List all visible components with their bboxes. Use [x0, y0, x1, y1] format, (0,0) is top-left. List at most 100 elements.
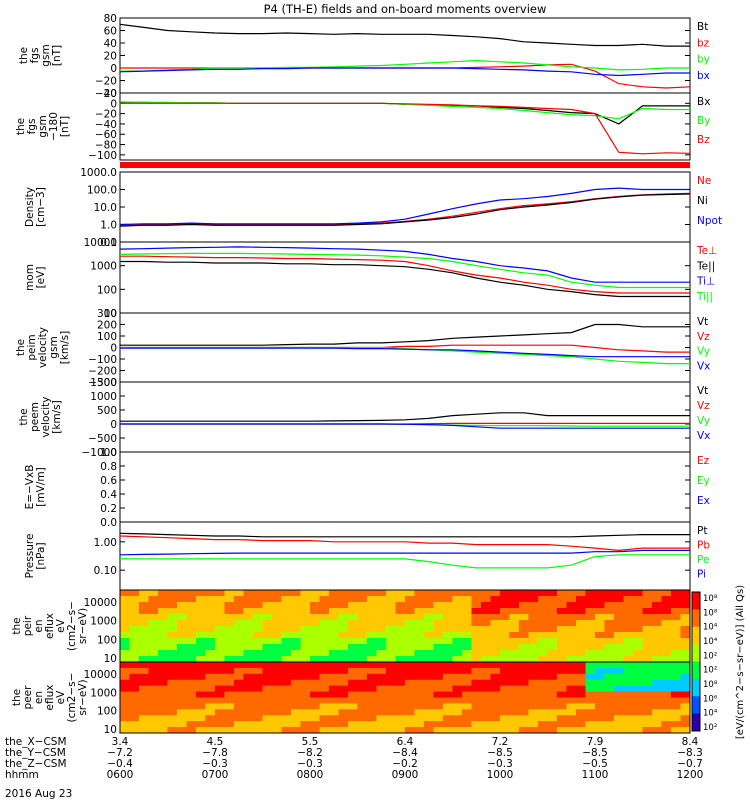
spectrogram-cell	[310, 638, 320, 645]
spectrogram-cell	[177, 656, 187, 663]
y-tick-label: 100.0	[87, 185, 117, 197]
spectrogram-cell	[367, 691, 377, 698]
spectrogram-cell	[186, 715, 197, 722]
spectrogram-cell	[291, 662, 301, 669]
spectrogram-cell	[566, 632, 577, 639]
spectrogram-cell	[547, 685, 558, 693]
spectrogram-cell	[167, 596, 178, 603]
spectrogram-cell	[452, 638, 463, 645]
spectrogram-cell	[471, 727, 482, 734]
spectrogram-cell	[528, 667, 539, 675]
spectrogram-cell	[462, 620, 472, 627]
spectrogram-cell	[414, 715, 425, 722]
spectrogram-cell	[186, 667, 197, 675]
spectrogram-cell	[329, 590, 339, 597]
legend-Ti⊥: Ti⊥	[696, 276, 715, 288]
x-row-value: −8.4	[392, 747, 418, 759]
spectrogram-cell	[262, 650, 273, 657]
series-Pe	[120, 554, 690, 569]
spectrogram-cell	[272, 614, 282, 621]
spectrogram-cell	[167, 679, 178, 687]
spectrogram-cell	[139, 650, 149, 657]
spectrogram-cell	[661, 703, 672, 710]
spectrogram-cell	[500, 685, 510, 693]
spectrogram-cell	[158, 590, 168, 597]
spectrogram-cell	[177, 614, 187, 621]
spectrogram-cell	[386, 596, 396, 603]
spectrogram-cell	[538, 715, 548, 722]
x-row-label: the_X−CSM	[5, 736, 67, 748]
spectrogram-cell	[557, 620, 567, 627]
spectrogram-cell	[281, 644, 292, 651]
spectrogram-cell	[642, 721, 653, 728]
spectrogram-cell	[585, 673, 596, 681]
spectrogram-cell	[661, 638, 672, 645]
spectrogram-cell	[300, 644, 311, 651]
spectrogram-cell	[224, 626, 235, 633]
spectrogram-cell	[262, 632, 273, 639]
y-axis-label: gsm	[48, 336, 60, 358]
spectrogram-cell	[376, 626, 387, 633]
spectrogram-cell	[547, 697, 558, 704]
spectrogram-cell	[414, 614, 425, 621]
y-axis-label: Density	[24, 187, 36, 227]
spectrogram-cell	[585, 709, 596, 716]
y-tick-label: 1.00	[94, 537, 117, 549]
x-row-value: −8.5	[582, 747, 608, 759]
spectrogram-cell	[186, 721, 197, 728]
spectrogram-cell	[557, 590, 567, 597]
spectrogram-cell	[281, 685, 292, 693]
spectrogram-cell	[424, 679, 434, 687]
spectrogram-cell	[243, 727, 254, 734]
spectrogram-cell	[652, 727, 662, 734]
spectrogram-cell	[129, 685, 140, 693]
spectrogram-cell	[120, 703, 130, 710]
spectrogram-cell	[661, 727, 672, 734]
spectrogram-cell	[291, 727, 301, 734]
spectrogram-cell	[538, 679, 548, 687]
spectrogram-cell	[519, 656, 529, 663]
spectrogram-cell	[234, 685, 244, 693]
spectrogram-cell	[547, 590, 558, 597]
spectrogram-cell	[167, 644, 178, 651]
spectrogram-cell	[566, 620, 577, 627]
spectrogram-cell	[604, 667, 615, 675]
spectrogram-cell	[357, 590, 368, 597]
spectrogram-cell	[462, 679, 472, 687]
series-Vx	[120, 423, 690, 429]
spectrogram-cell	[443, 727, 453, 734]
spectrogram-cell	[395, 662, 406, 669]
spectrogram-cell	[671, 662, 681, 669]
spectrogram-cell	[215, 667, 225, 675]
spectrogram-cell	[405, 620, 415, 627]
spectrogram-cell	[177, 590, 187, 597]
spectrogram-cell	[158, 656, 168, 663]
spectrogram-cell	[424, 614, 434, 621]
x-row-value: −8.3	[677, 747, 703, 759]
spectrogram-cell	[205, 685, 216, 693]
spectrogram-cell	[680, 721, 691, 728]
spectrogram-cell	[538, 590, 548, 597]
spectrogram-cell	[395, 703, 406, 710]
spectrogram-cell	[623, 685, 634, 693]
spectrogram-cell	[234, 596, 244, 603]
spectrogram-cell	[367, 727, 377, 734]
spectrogram-cell	[148, 644, 159, 651]
spectrogram-cell	[167, 727, 178, 734]
spectrogram-cell	[129, 644, 140, 651]
y-axis-label: peem	[29, 402, 41, 432]
spectrogram-cell	[386, 673, 396, 681]
spectrogram-cell	[120, 644, 130, 651]
spectrogram-cell	[215, 644, 225, 651]
spectrogram-cell	[462, 709, 472, 716]
spectrogram-cell	[310, 721, 320, 728]
spectrogram-cell	[357, 620, 368, 627]
panel-frame	[119, 171, 691, 243]
y-axis-label: mom	[24, 264, 36, 291]
y-tick-label: 1000	[90, 616, 117, 628]
spectrogram-cell	[642, 632, 653, 639]
spectrogram-cell	[405, 685, 415, 693]
y-tick-label: 0.2	[100, 503, 117, 515]
y-tick-label: 0	[110, 98, 117, 110]
colorbar-tick-label: 10⁴	[703, 709, 718, 719]
